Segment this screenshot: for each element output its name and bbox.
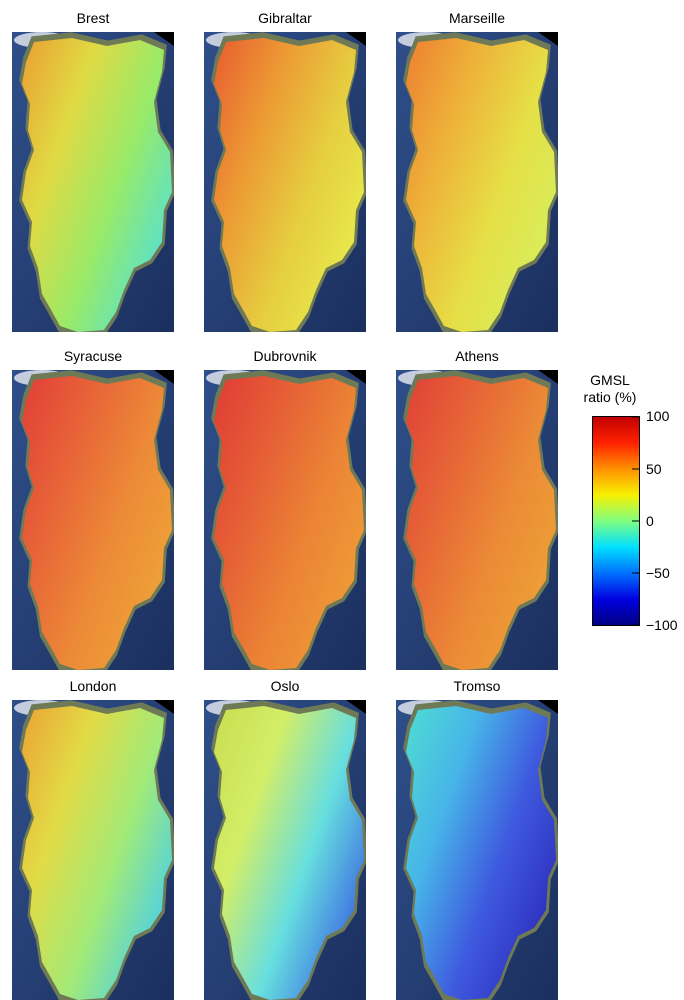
greenland-map: [204, 370, 366, 670]
ratio-overlay: [214, 706, 364, 1000]
map-corner: [538, 700, 558, 714]
colorbar-gradient: [592, 416, 640, 626]
greenland-map: [396, 370, 558, 670]
panel-title: Athens: [455, 348, 499, 364]
ratio-overlay: [22, 38, 172, 332]
greenland-map: [396, 700, 558, 1000]
map-corner: [538, 370, 558, 384]
panel-title: Syracuse: [63, 348, 123, 364]
ratio-overlay: [406, 706, 556, 1000]
panel-title: Marseille: [448, 10, 505, 26]
map-corner: [154, 370, 174, 384]
ratio-overlay: [406, 38, 556, 332]
greenland-map: [204, 700, 366, 1000]
colorbar-tick-label: 0: [646, 513, 654, 529]
colorbar-tick-label: −100: [646, 617, 678, 633]
panel-title: Gibraltar: [258, 10, 312, 26]
map-corner: [538, 32, 558, 46]
greenland-map: [12, 370, 174, 670]
map-corner: [346, 32, 366, 46]
map-corner: [346, 370, 366, 384]
panel-title: Tromso: [453, 678, 501, 694]
colorbar: [592, 416, 640, 626]
ratio-overlay: [406, 376, 556, 670]
colorbar-tick-label: 100: [646, 408, 670, 424]
ratio-overlay: [214, 38, 364, 332]
ratio-overlay: [22, 706, 172, 1000]
colorbar-title-line2: ratio (%): [583, 389, 637, 405]
panel-title: Brest: [76, 10, 110, 26]
colorbar-title: GMSL ratio (%): [560, 372, 660, 406]
colorbar-tick-label: 50: [646, 461, 662, 477]
ratio-overlay: [22, 376, 172, 670]
map-corner: [346, 700, 366, 714]
greenland-map: [396, 32, 558, 332]
colorbar-title-line1: GMSL: [590, 372, 630, 388]
greenland-map: [12, 700, 174, 1000]
colorbar-tick-label: −50: [646, 565, 670, 581]
panel-title: Oslo: [270, 678, 300, 694]
panel-title: Dubrovnik: [253, 348, 317, 364]
greenland-map: [12, 32, 174, 332]
map-corner: [154, 32, 174, 46]
panel-title: London: [69, 678, 117, 694]
greenland-map: [204, 32, 366, 332]
map-corner: [154, 700, 174, 714]
ratio-overlay: [214, 376, 364, 670]
